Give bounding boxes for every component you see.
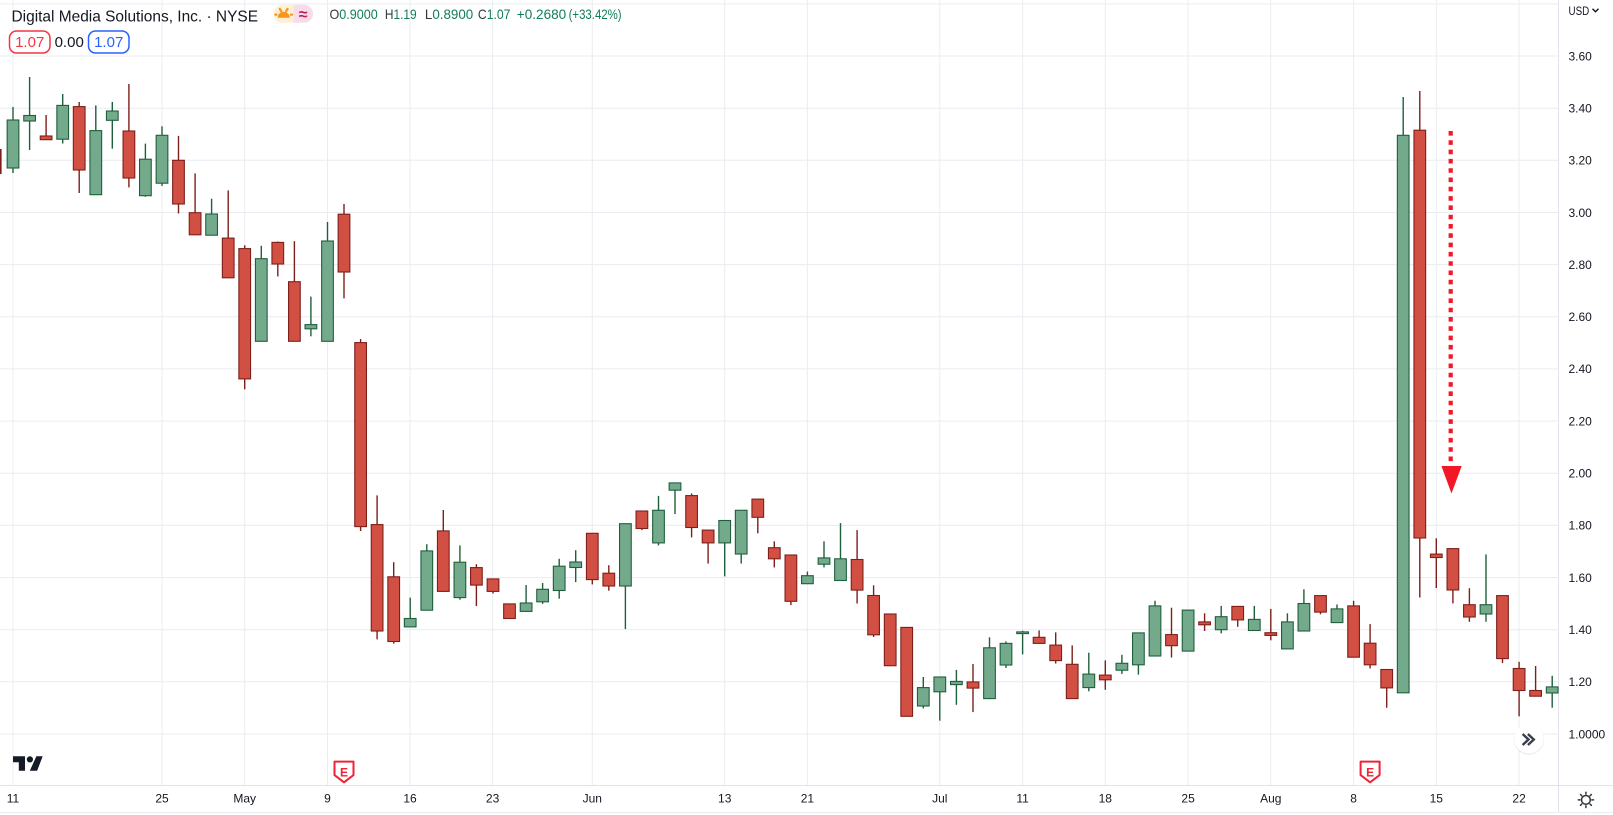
svg-text:0.00: 0.00 (55, 34, 84, 51)
svg-text:22: 22 (1512, 791, 1526, 805)
svg-text:3.40: 3.40 (1569, 102, 1593, 116)
svg-text:1.07: 1.07 (15, 34, 44, 51)
svg-text:18: 18 (1099, 791, 1113, 805)
svg-text:2.80: 2.80 (1569, 258, 1593, 272)
svg-text:3.60: 3.60 (1569, 49, 1593, 63)
svg-text:15: 15 (1430, 791, 1444, 805)
svg-text:O0.9000: O0.9000 (330, 6, 378, 22)
svg-text:Jul: Jul (932, 791, 947, 805)
svg-text:2.60: 2.60 (1569, 310, 1593, 324)
svg-text:1.0000: 1.0000 (1569, 727, 1606, 741)
svg-text:C1.07: C1.07 (478, 6, 511, 22)
svg-text:13: 13 (718, 791, 732, 805)
svg-text:Digital Media Solutions, Inc.: Digital Media Solutions, Inc. · NYSE (12, 8, 259, 25)
svg-text:1.07: 1.07 (94, 34, 123, 51)
svg-text:1.80: 1.80 (1569, 519, 1593, 533)
svg-text:≈: ≈ (299, 6, 308, 23)
svg-text:23: 23 (486, 791, 500, 805)
svg-text:E: E (1366, 766, 1374, 780)
svg-text:3.20: 3.20 (1569, 154, 1593, 168)
svg-text:1.60: 1.60 (1569, 571, 1593, 585)
svg-text:2.40: 2.40 (1569, 362, 1593, 376)
svg-text:E: E (340, 766, 348, 780)
svg-text:2.20: 2.20 (1569, 414, 1593, 428)
svg-text:+0.2680: +0.2680 (517, 6, 567, 22)
svg-text:11: 11 (7, 791, 20, 805)
svg-text:9: 9 (324, 791, 331, 805)
svg-text:L0.8900: L0.8900 (425, 6, 473, 22)
svg-text:Jun: Jun (583, 791, 602, 805)
svg-text:1.40: 1.40 (1569, 623, 1593, 637)
svg-text:25: 25 (155, 791, 169, 805)
svg-text:11: 11 (1016, 791, 1029, 805)
svg-text:1.20: 1.20 (1569, 675, 1593, 689)
svg-text:USD: USD (1569, 4, 1590, 18)
svg-text:(+33.42%): (+33.42%) (569, 6, 622, 22)
svg-text:2.00: 2.00 (1569, 467, 1593, 481)
svg-text:3.00: 3.00 (1569, 206, 1593, 220)
svg-text:21: 21 (801, 791, 815, 805)
svg-text:8: 8 (1350, 791, 1357, 805)
svg-text:H1.19: H1.19 (385, 6, 417, 22)
svg-text:May: May (233, 791, 256, 805)
svg-text:Aug: Aug (1260, 791, 1281, 805)
svg-text:16: 16 (403, 791, 417, 805)
svg-text:25: 25 (1181, 791, 1195, 805)
